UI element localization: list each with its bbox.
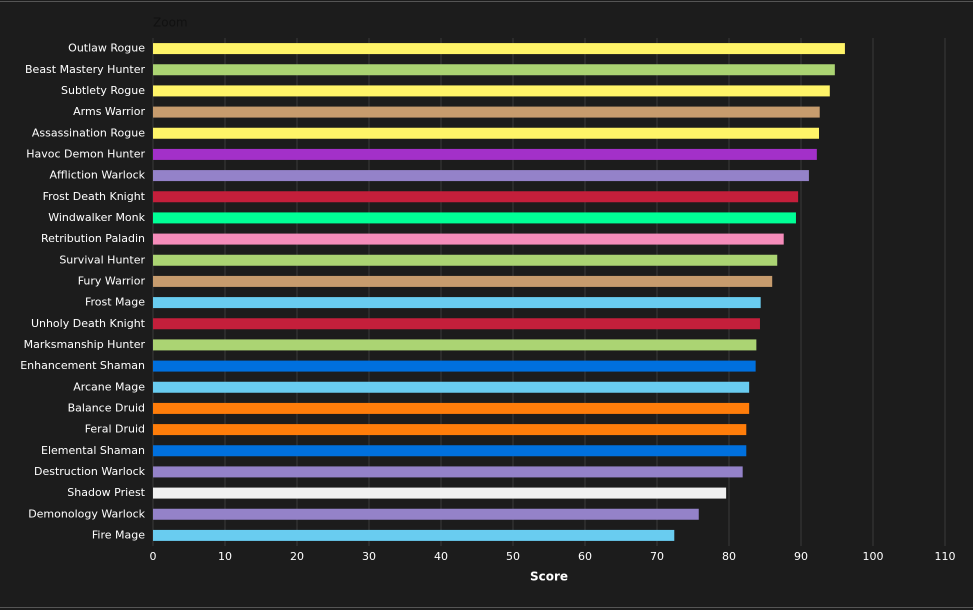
y-tick-label: Windwalker Monk xyxy=(48,211,145,224)
y-tick-label: Fire Mage xyxy=(92,528,145,541)
y-tick-label: Assassination Rogue xyxy=(32,126,145,139)
bar xyxy=(153,85,830,97)
bar xyxy=(153,445,747,457)
zoom-button[interactable]: Zoom xyxy=(153,16,188,30)
y-tick-label: Arms Warrior xyxy=(73,105,145,118)
bar xyxy=(153,529,675,541)
x-tick-label: 0 xyxy=(150,550,157,563)
y-tick-label: Destruction Warlock xyxy=(34,465,146,478)
y-tick-label: Subtlety Rogue xyxy=(61,84,145,97)
bar xyxy=(153,254,778,266)
bar xyxy=(153,64,835,76)
y-tick-label: Frost Mage xyxy=(85,296,145,309)
bar xyxy=(153,487,727,499)
y-tick-label: Retribution Paladin xyxy=(41,232,145,245)
bar xyxy=(153,402,750,414)
x-tick-label: 60 xyxy=(578,550,592,563)
y-tick-label: Marksmanship Hunter xyxy=(24,338,146,351)
x-tick-label: 100 xyxy=(863,550,884,563)
bar xyxy=(153,339,757,351)
y-tick-label: Unholy Death Knight xyxy=(31,317,146,330)
y-tick-label: Outlaw Rogue xyxy=(68,42,145,55)
y-tick-label: Beast Mastery Hunter xyxy=(25,63,145,76)
bar xyxy=(153,318,760,330)
y-tick-label: Shadow Priest xyxy=(67,486,145,499)
bar xyxy=(153,360,756,372)
bar xyxy=(153,191,799,203)
y-tick-label: Frost Death Knight xyxy=(43,190,146,203)
bar xyxy=(153,233,784,245)
x-tick-label: 40 xyxy=(434,550,448,563)
y-tick-label: Affliction Warlock xyxy=(50,169,146,182)
bar xyxy=(153,212,796,224)
bar xyxy=(153,424,747,436)
x-tick-label: 10 xyxy=(218,550,232,563)
y-tick-label: Balance Druid xyxy=(68,401,145,414)
x-tick-label: 50 xyxy=(506,550,520,563)
y-tick-label: Elemental Shaman xyxy=(41,444,145,457)
y-tick-label: Arcane Mage xyxy=(73,380,145,393)
x-tick-label: 80 xyxy=(722,550,736,563)
x-tick-label: 20 xyxy=(290,550,304,563)
bar xyxy=(153,275,773,287)
bar xyxy=(153,43,845,55)
y-tick-label: Havoc Demon Hunter xyxy=(26,147,145,160)
x-tick-label: 30 xyxy=(362,550,376,563)
y-tick-label: Enhancement Shaman xyxy=(20,359,145,372)
x-axis-title: Score xyxy=(530,570,568,584)
y-tick-label: Demonology Warlock xyxy=(28,507,145,520)
bar xyxy=(153,148,817,160)
y-tick-label: Survival Hunter xyxy=(59,253,145,266)
y-tick-label: Feral Druid xyxy=(85,423,145,436)
bar xyxy=(153,297,761,309)
x-tick-label: 70 xyxy=(650,550,664,563)
bar xyxy=(153,466,743,478)
bar xyxy=(153,106,820,118)
bar xyxy=(153,127,819,139)
bar xyxy=(153,170,809,182)
bar xyxy=(153,508,699,520)
x-tick-label: 90 xyxy=(794,550,808,563)
x-tick-label: 110 xyxy=(935,550,956,563)
bar xyxy=(153,381,750,393)
y-tick-label: Fury Warrior xyxy=(78,274,146,287)
